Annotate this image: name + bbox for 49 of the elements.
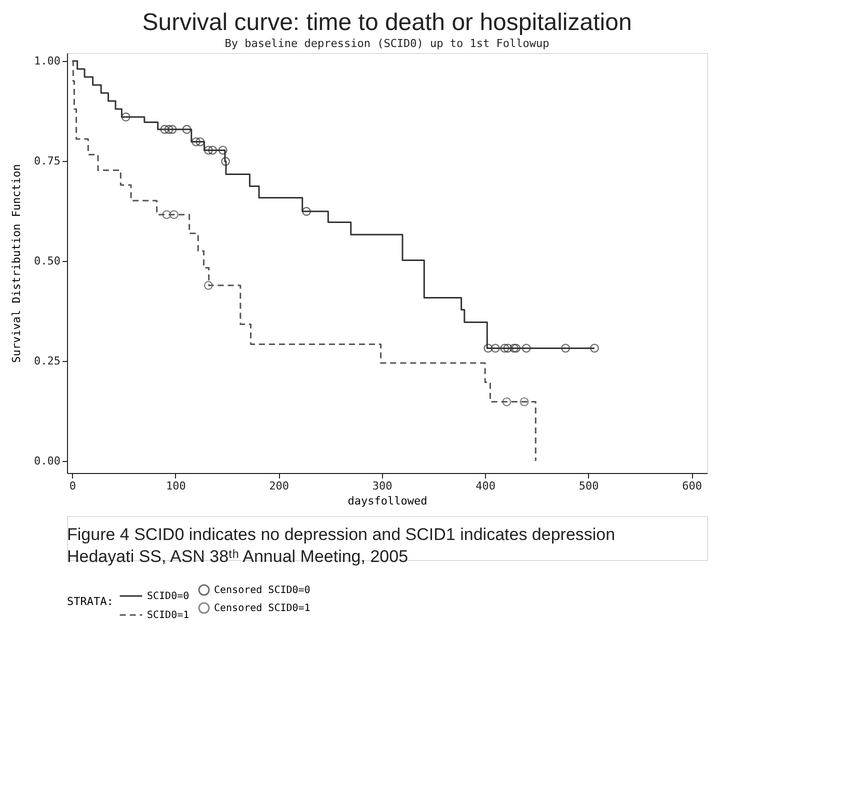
- caption: Figure 4 SCID0 indicates no depression and SCID1 indicates depression: [67, 525, 616, 544]
- legend-label: SCID0=0: [147, 591, 190, 602]
- point: [208, 146, 218, 155]
- legend-label: Censored SCID0=1: [214, 603, 310, 614]
- point: [121, 112, 130, 122]
- point: [561, 344, 570, 353]
- point: [160, 124, 170, 134]
- x-tick-label: 600: [682, 480, 702, 492]
- legend-label: SCID0=1: [147, 610, 190, 621]
- y-tick-label: 0.75: [34, 154, 60, 168]
- point: [503, 344, 512, 353]
- y-tick-label: 0.25: [34, 354, 60, 368]
- point: [182, 124, 192, 134]
- point: [204, 280, 213, 290]
- x-tick-label: 500: [578, 480, 599, 492]
- point: [302, 206, 311, 216]
- x-tick-label: 0: [69, 480, 76, 492]
- legend-title: STRATA:: [67, 595, 114, 608]
- y-tick-label: 0.50: [34, 254, 60, 268]
- point: [192, 137, 201, 146]
- x-tick-label: 300: [372, 480, 392, 492]
- point: [490, 344, 500, 353]
- chart-subtitle: By baseline depression (SCID0) up to 1st Followup: [224, 37, 550, 50]
- point: [168, 124, 177, 134]
- chart-title: Survival curve: time to death or hospitalization: [142, 9, 632, 36]
- x-tick-label: 100: [166, 480, 186, 492]
- point: [162, 210, 172, 220]
- x-axis-title: daysfollowed: [348, 494, 428, 508]
- y-tick-label: 1.00: [34, 54, 60, 68]
- point: [500, 344, 510, 353]
- point: [484, 344, 493, 353]
- legend-label: Censored SCID0=0: [214, 585, 310, 596]
- y-tick-label: 0.00: [34, 454, 60, 468]
- point: [218, 146, 228, 155]
- y-axis-title: Survival Distribution Function: [10, 164, 24, 363]
- point: [502, 397, 512, 406]
- x-tick-label: 200: [269, 480, 290, 492]
- point: [512, 344, 521, 353]
- text: Hedayati SS, ASN 38ᵗʰ Annual Meeting, 2005: [67, 547, 408, 566]
- x-tick-label: 400: [476, 480, 496, 492]
- point: [164, 124, 174, 134]
- point: [509, 344, 518, 353]
- point: [221, 156, 230, 166]
- point: [204, 146, 213, 155]
- point: [196, 137, 205, 146]
- point: [590, 344, 599, 353]
- point: [520, 397, 529, 406]
- point: [522, 344, 531, 353]
- point: [169, 210, 178, 220]
